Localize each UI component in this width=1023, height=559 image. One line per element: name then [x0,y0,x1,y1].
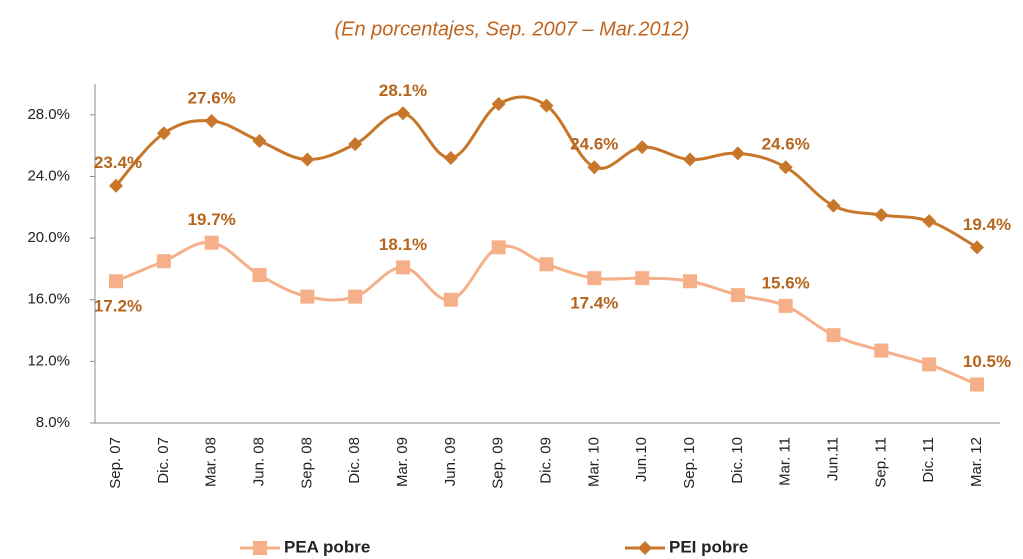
point [683,152,697,167]
x-tick-label: Mar. 11 [777,437,794,486]
series-line [114,95,978,249]
y-tick-label: 20.0% [27,229,70,246]
x-tick-label: Sep. 07 [107,437,124,489]
point [587,271,602,286]
point [204,235,219,250]
x-tick-label: Mar. 10 [585,437,602,487]
point [443,292,458,307]
point [348,137,363,152]
x-tick-label: Sep. 10 [681,437,698,489]
y-tick-label: 16.0% [27,291,70,308]
x-tick-label: Dic. 11 [920,437,937,483]
point [778,298,793,313]
point [156,254,171,269]
point [109,178,123,193]
point [778,160,793,175]
point [874,207,889,222]
point [156,126,171,141]
x-tick-label: Sep. 11 [872,437,889,488]
y-tick-label: 12.0% [27,352,70,369]
x-tick-label: Dic. 10 [729,437,746,484]
y-tick-label: 24.0% [27,167,70,184]
point [396,106,410,121]
data-label: 19.7% [188,210,236,229]
point [396,260,410,275]
legend-marker [253,541,267,555]
x-tick-label: Mar. 09 [394,437,411,487]
chart-title: (En porcentajes, Sep. 2007 – Mar.2012) [334,18,689,40]
data-label: 23.4% [94,153,142,172]
point [539,98,554,113]
x-tick-label: Jun.11 [824,437,841,481]
data-label: 17.2% [94,297,142,316]
point [300,152,315,167]
legend-label: PEI pobre [669,537,748,556]
point [252,134,267,149]
point [348,289,363,304]
point [252,268,267,283]
point [730,146,745,161]
y-tick-label: 28.0% [27,106,70,123]
point [730,288,745,303]
point [970,240,984,255]
point [635,140,650,155]
point [826,198,841,213]
x-tick-label: Jun.10 [633,437,650,482]
data-label: 24.6% [762,135,810,154]
x-tick-label: Sep. 08 [298,437,315,489]
point [922,214,937,229]
point [443,150,458,165]
point [109,274,123,289]
point [300,289,315,304]
data-label: 19.4% [963,215,1011,234]
point [970,377,984,392]
legend-marker [638,541,652,555]
point [587,160,602,175]
x-tick-label: Mar. 12 [968,437,985,487]
x-tick-label: Jun. 09 [442,437,459,486]
point [204,113,219,128]
x-tick-label: Jun. 08 [250,437,267,486]
x-tick-label: Mar. 08 [203,437,220,487]
x-tick-label: Sep. 09 [490,437,507,489]
data-label: 10.5% [963,352,1011,371]
point [635,271,650,286]
point [539,257,554,272]
point [874,343,889,358]
data-label: 15.6% [762,273,810,292]
data-label: 24.6% [570,135,618,154]
data-label: 28.1% [379,81,427,100]
point [683,274,697,289]
legend-label: PEA pobre [284,537,370,556]
point [491,97,506,112]
data-label: 27.6% [188,88,236,107]
y-tick-label: 8.0% [36,414,70,431]
x-tick-label: Dic. 08 [346,437,363,484]
x-tick-label: Dic. 07 [155,437,172,484]
point [922,357,937,372]
data-label: 17.4% [570,294,618,313]
point [491,240,506,255]
point [826,328,841,343]
data-label: 18.1% [379,235,427,254]
x-tick-label: Dic. 09 [537,437,554,484]
